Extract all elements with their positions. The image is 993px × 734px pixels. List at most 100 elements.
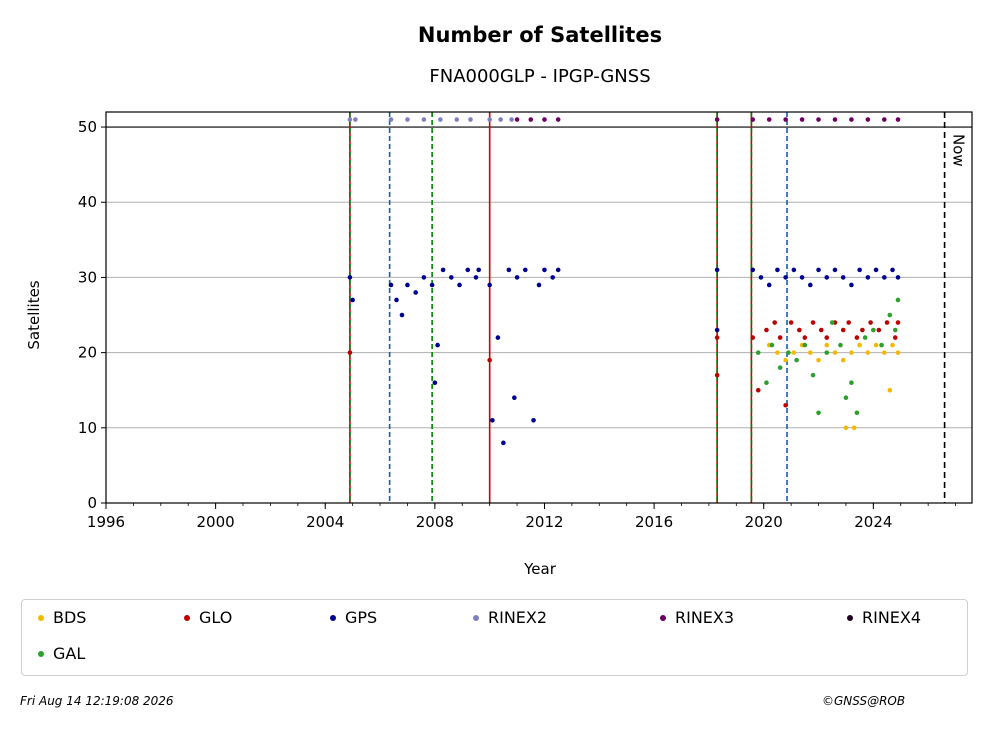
data-point-bds bbox=[832, 350, 838, 355]
data-point-gal bbox=[816, 410, 821, 416]
data-point-gal bbox=[829, 320, 835, 325]
data-point-rinex3 bbox=[816, 117, 821, 122]
y-tick-label: 20 bbox=[78, 344, 97, 362]
y-tick-label: 10 bbox=[78, 419, 97, 437]
data-point-gps bbox=[429, 282, 435, 288]
data-point-gps bbox=[435, 342, 440, 348]
y-tick-label: 50 bbox=[78, 118, 97, 136]
data-point-bds bbox=[865, 350, 871, 355]
data-point-gps bbox=[394, 297, 399, 303]
data-point-gps bbox=[506, 267, 512, 273]
data-point-gps bbox=[388, 282, 394, 288]
x-tick-label: 2016 bbox=[635, 513, 673, 531]
data-point-gal bbox=[862, 335, 868, 340]
x-tick-label: 2000 bbox=[197, 513, 235, 531]
legend-label: GLO bbox=[199, 608, 233, 627]
data-point-gps bbox=[421, 275, 427, 280]
data-point-glo bbox=[797, 327, 802, 333]
footer-timestamp: Fri Aug 14 12:19:08 2026 bbox=[20, 694, 174, 708]
data-point-gal bbox=[854, 410, 860, 416]
data-point-glo bbox=[777, 335, 783, 340]
data-point-glo bbox=[876, 327, 882, 333]
data-point-glo bbox=[810, 320, 816, 325]
y-tick-label: 30 bbox=[78, 268, 97, 286]
data-point-gps bbox=[473, 275, 479, 280]
legend-item-bds: BDS bbox=[38, 608, 86, 627]
data-point-gps bbox=[440, 267, 446, 273]
data-point-gps bbox=[824, 275, 830, 280]
data-point-gal bbox=[810, 372, 816, 378]
legend-label: RINEX4 bbox=[862, 608, 922, 627]
data-point-glo bbox=[772, 320, 777, 325]
data-point-rinex3 bbox=[882, 117, 887, 122]
data-point-gps bbox=[536, 282, 542, 288]
data-point-gps bbox=[849, 282, 854, 288]
data-point-gps bbox=[714, 327, 720, 333]
data-point-glo bbox=[860, 327, 865, 333]
data-point-gal bbox=[879, 342, 884, 348]
data-point-bds bbox=[887, 387, 893, 393]
chart-subtitle: FNA000GLP - IPGP-GNSS bbox=[429, 66, 650, 87]
data-point-gps bbox=[514, 275, 520, 280]
data-point-gps bbox=[857, 267, 862, 273]
data-point-gps bbox=[457, 282, 462, 288]
data-point-gps bbox=[405, 282, 410, 288]
data-point-rinex3 bbox=[542, 117, 547, 122]
legend-marker-glo bbox=[184, 614, 190, 621]
data-point-bds bbox=[791, 350, 797, 355]
data-point-gps bbox=[766, 282, 772, 288]
data-point-rinex3 bbox=[766, 117, 772, 122]
data-point-bds bbox=[824, 342, 830, 348]
x-tick-label: 2008 bbox=[416, 513, 454, 531]
data-point-gal bbox=[892, 327, 898, 333]
data-point-rinex3 bbox=[750, 117, 756, 122]
legend-item-gps: GPS bbox=[330, 608, 377, 627]
x-tick-label: 2004 bbox=[306, 513, 344, 531]
legend-item-gal: GAL bbox=[38, 644, 85, 663]
data-point-rinex2 bbox=[487, 117, 492, 122]
data-point-bds bbox=[808, 350, 813, 355]
data-point-bds bbox=[873, 342, 879, 348]
data-point-rinex3 bbox=[714, 117, 720, 122]
now-label: Now bbox=[950, 134, 968, 167]
legend-item-rinex3: RINEX3 bbox=[660, 608, 734, 627]
data-point-glo bbox=[895, 320, 901, 325]
data-point-rinex2 bbox=[347, 117, 353, 122]
legend-marker-gps bbox=[330, 614, 336, 621]
data-point-gal bbox=[871, 327, 876, 333]
chart-title: Number of Satellites bbox=[418, 23, 662, 47]
data-point-rinex2 bbox=[405, 117, 410, 122]
x-axis-label: Year bbox=[523, 560, 557, 578]
legend-label: GAL bbox=[53, 644, 86, 663]
data-point-glo bbox=[487, 357, 492, 363]
data-point-rinex2 bbox=[509, 117, 514, 122]
data-point-gps bbox=[840, 275, 846, 280]
legend-marker-gal bbox=[38, 650, 44, 657]
legend: BDS GLO GPS RINEX2 RINEX3 RINEX4 GAL bbox=[21, 599, 968, 676]
data-point-rinex3 bbox=[528, 117, 534, 122]
legend-label: BDS bbox=[53, 608, 87, 627]
data-point-gal bbox=[802, 342, 808, 348]
data-point-gps bbox=[865, 275, 871, 280]
data-point-rinex2 bbox=[468, 117, 473, 122]
data-point-bds bbox=[840, 357, 846, 363]
data-point-gal bbox=[769, 342, 775, 348]
data-point-gal bbox=[777, 365, 783, 370]
data-point-gps bbox=[432, 380, 438, 385]
data-point-gps bbox=[758, 275, 764, 280]
data-point-gps bbox=[890, 267, 895, 273]
data-point-rinex3 bbox=[895, 117, 901, 122]
x-tick-label: 2020 bbox=[745, 513, 783, 531]
data-point-gps bbox=[501, 440, 506, 446]
data-point-gal bbox=[786, 350, 791, 355]
grid-layer bbox=[106, 126, 972, 429]
footer-credit: ©GNSS@ROB bbox=[822, 694, 906, 708]
satellites-chart: Number of Satellites FNA000GLP - IPGP-GN… bbox=[25, 23, 973, 578]
legend-marker-bds bbox=[38, 614, 44, 621]
legend-marker-rinex2 bbox=[473, 614, 479, 621]
legend-marker-rinex3 bbox=[660, 614, 666, 621]
data-point-gps bbox=[550, 275, 556, 280]
data-point-gps bbox=[832, 267, 838, 273]
plot-frame bbox=[105, 111, 973, 504]
data-point-bds bbox=[857, 342, 862, 348]
